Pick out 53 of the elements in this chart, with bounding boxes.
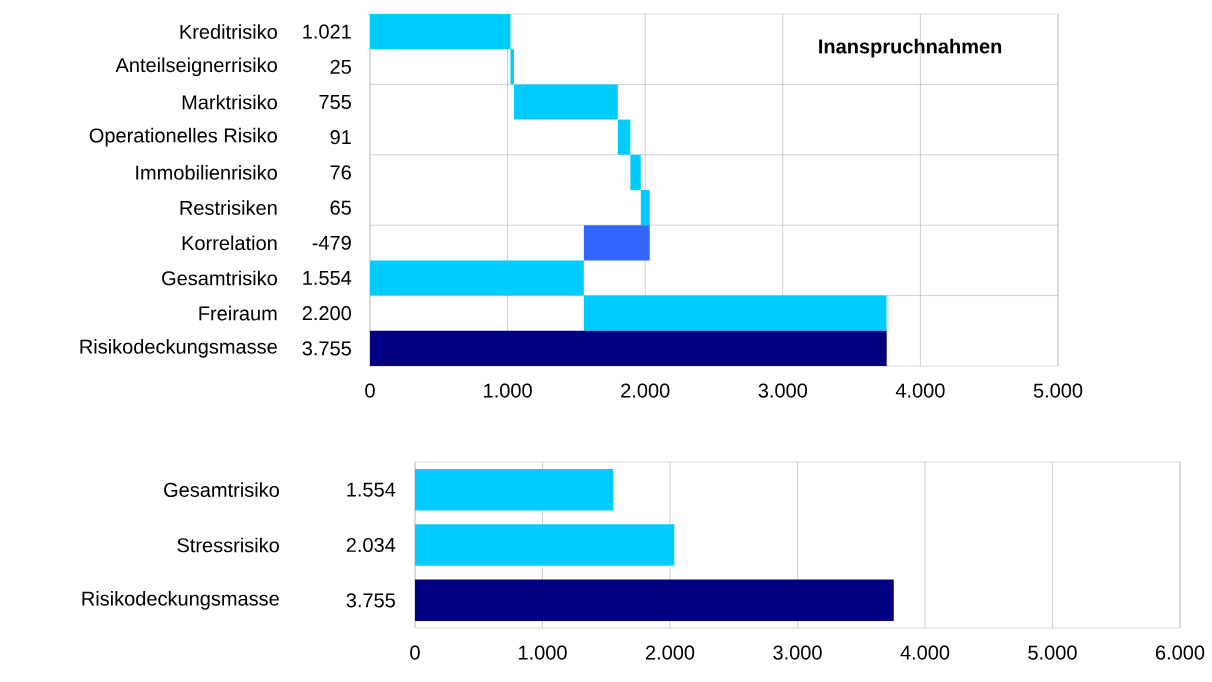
x-tick-label: 2.000: [621, 383, 670, 398]
x-tick-label: 4.000: [895, 383, 945, 398]
data-label: 2.200: [302, 306, 352, 321]
bar: [630, 154, 641, 190]
bar: [370, 13, 511, 50]
x-tick-label: 4.000: [900, 645, 950, 660]
x-tick-label: 6.000: [1155, 645, 1205, 660]
data-label: 25: [330, 59, 351, 74]
bar: [370, 330, 887, 366]
y-tick-label: Immobilienrisiko: [136, 165, 277, 180]
data-label: -479: [312, 235, 351, 250]
x-tick-label: 5.000: [1028, 645, 1077, 660]
data-label: 755: [319, 95, 351, 109]
data-label: 3.755: [346, 593, 395, 608]
bar: [640, 189, 650, 226]
bar: [415, 579, 894, 622]
y-tick-label: Gesamtrisiko: [164, 482, 279, 497]
y-tick-label: Kreditrisiko: [180, 24, 277, 39]
y-tick-label: Gesamtrisiko: [162, 270, 277, 286]
data-label: 1.554: [303, 271, 352, 285]
y-tick-label: Korrelation: [182, 235, 277, 251]
data-label: 91: [330, 130, 351, 145]
x-tick-label: 3.000: [773, 645, 822, 660]
y-tick-label: Stressrisiko: [177, 537, 279, 553]
y-tick-label: Marktrisiko: [182, 94, 277, 110]
text: Inanspruchnahmen: [819, 38, 1002, 58]
data-label: 1.021: [303, 24, 351, 39]
data-label: 3.755: [302, 341, 351, 356]
data-label: 2.034: [346, 537, 396, 553]
bar: [513, 84, 618, 120]
y-tick-label: Risikodeckungsmasse: [80, 339, 277, 358]
data-label: 1.554: [347, 482, 396, 497]
bar: [370, 260, 584, 296]
y-tick-label: Risikodeckungsmasse: [82, 591, 279, 610]
bar: [415, 468, 614, 511]
y-tick-label: Anteilseignerrisiko: [115, 57, 277, 77]
x-tick-label: 1.000: [519, 645, 567, 660]
y-tick-label: Freiraum: [199, 305, 277, 321]
y-tick-label: Restrisiken: [180, 200, 277, 215]
x-tick-label: 5.000: [1033, 383, 1083, 398]
bar: [583, 295, 887, 331]
bar: [617, 119, 631, 155]
data-label: 76: [330, 165, 351, 180]
x-tick-label: 2.000: [645, 645, 695, 660]
bar: [583, 225, 650, 261]
bar: [415, 524, 675, 566]
x-tick-label: 3.000: [758, 383, 808, 398]
x-tick-label: 1.000: [484, 383, 532, 398]
bar: [510, 49, 514, 85]
y-tick-label: Operationelles Risiko: [89, 127, 277, 147]
x-tick-label: 0: [410, 645, 420, 660]
x-tick-label: 0: [365, 383, 375, 398]
data-label: 65: [330, 200, 351, 215]
